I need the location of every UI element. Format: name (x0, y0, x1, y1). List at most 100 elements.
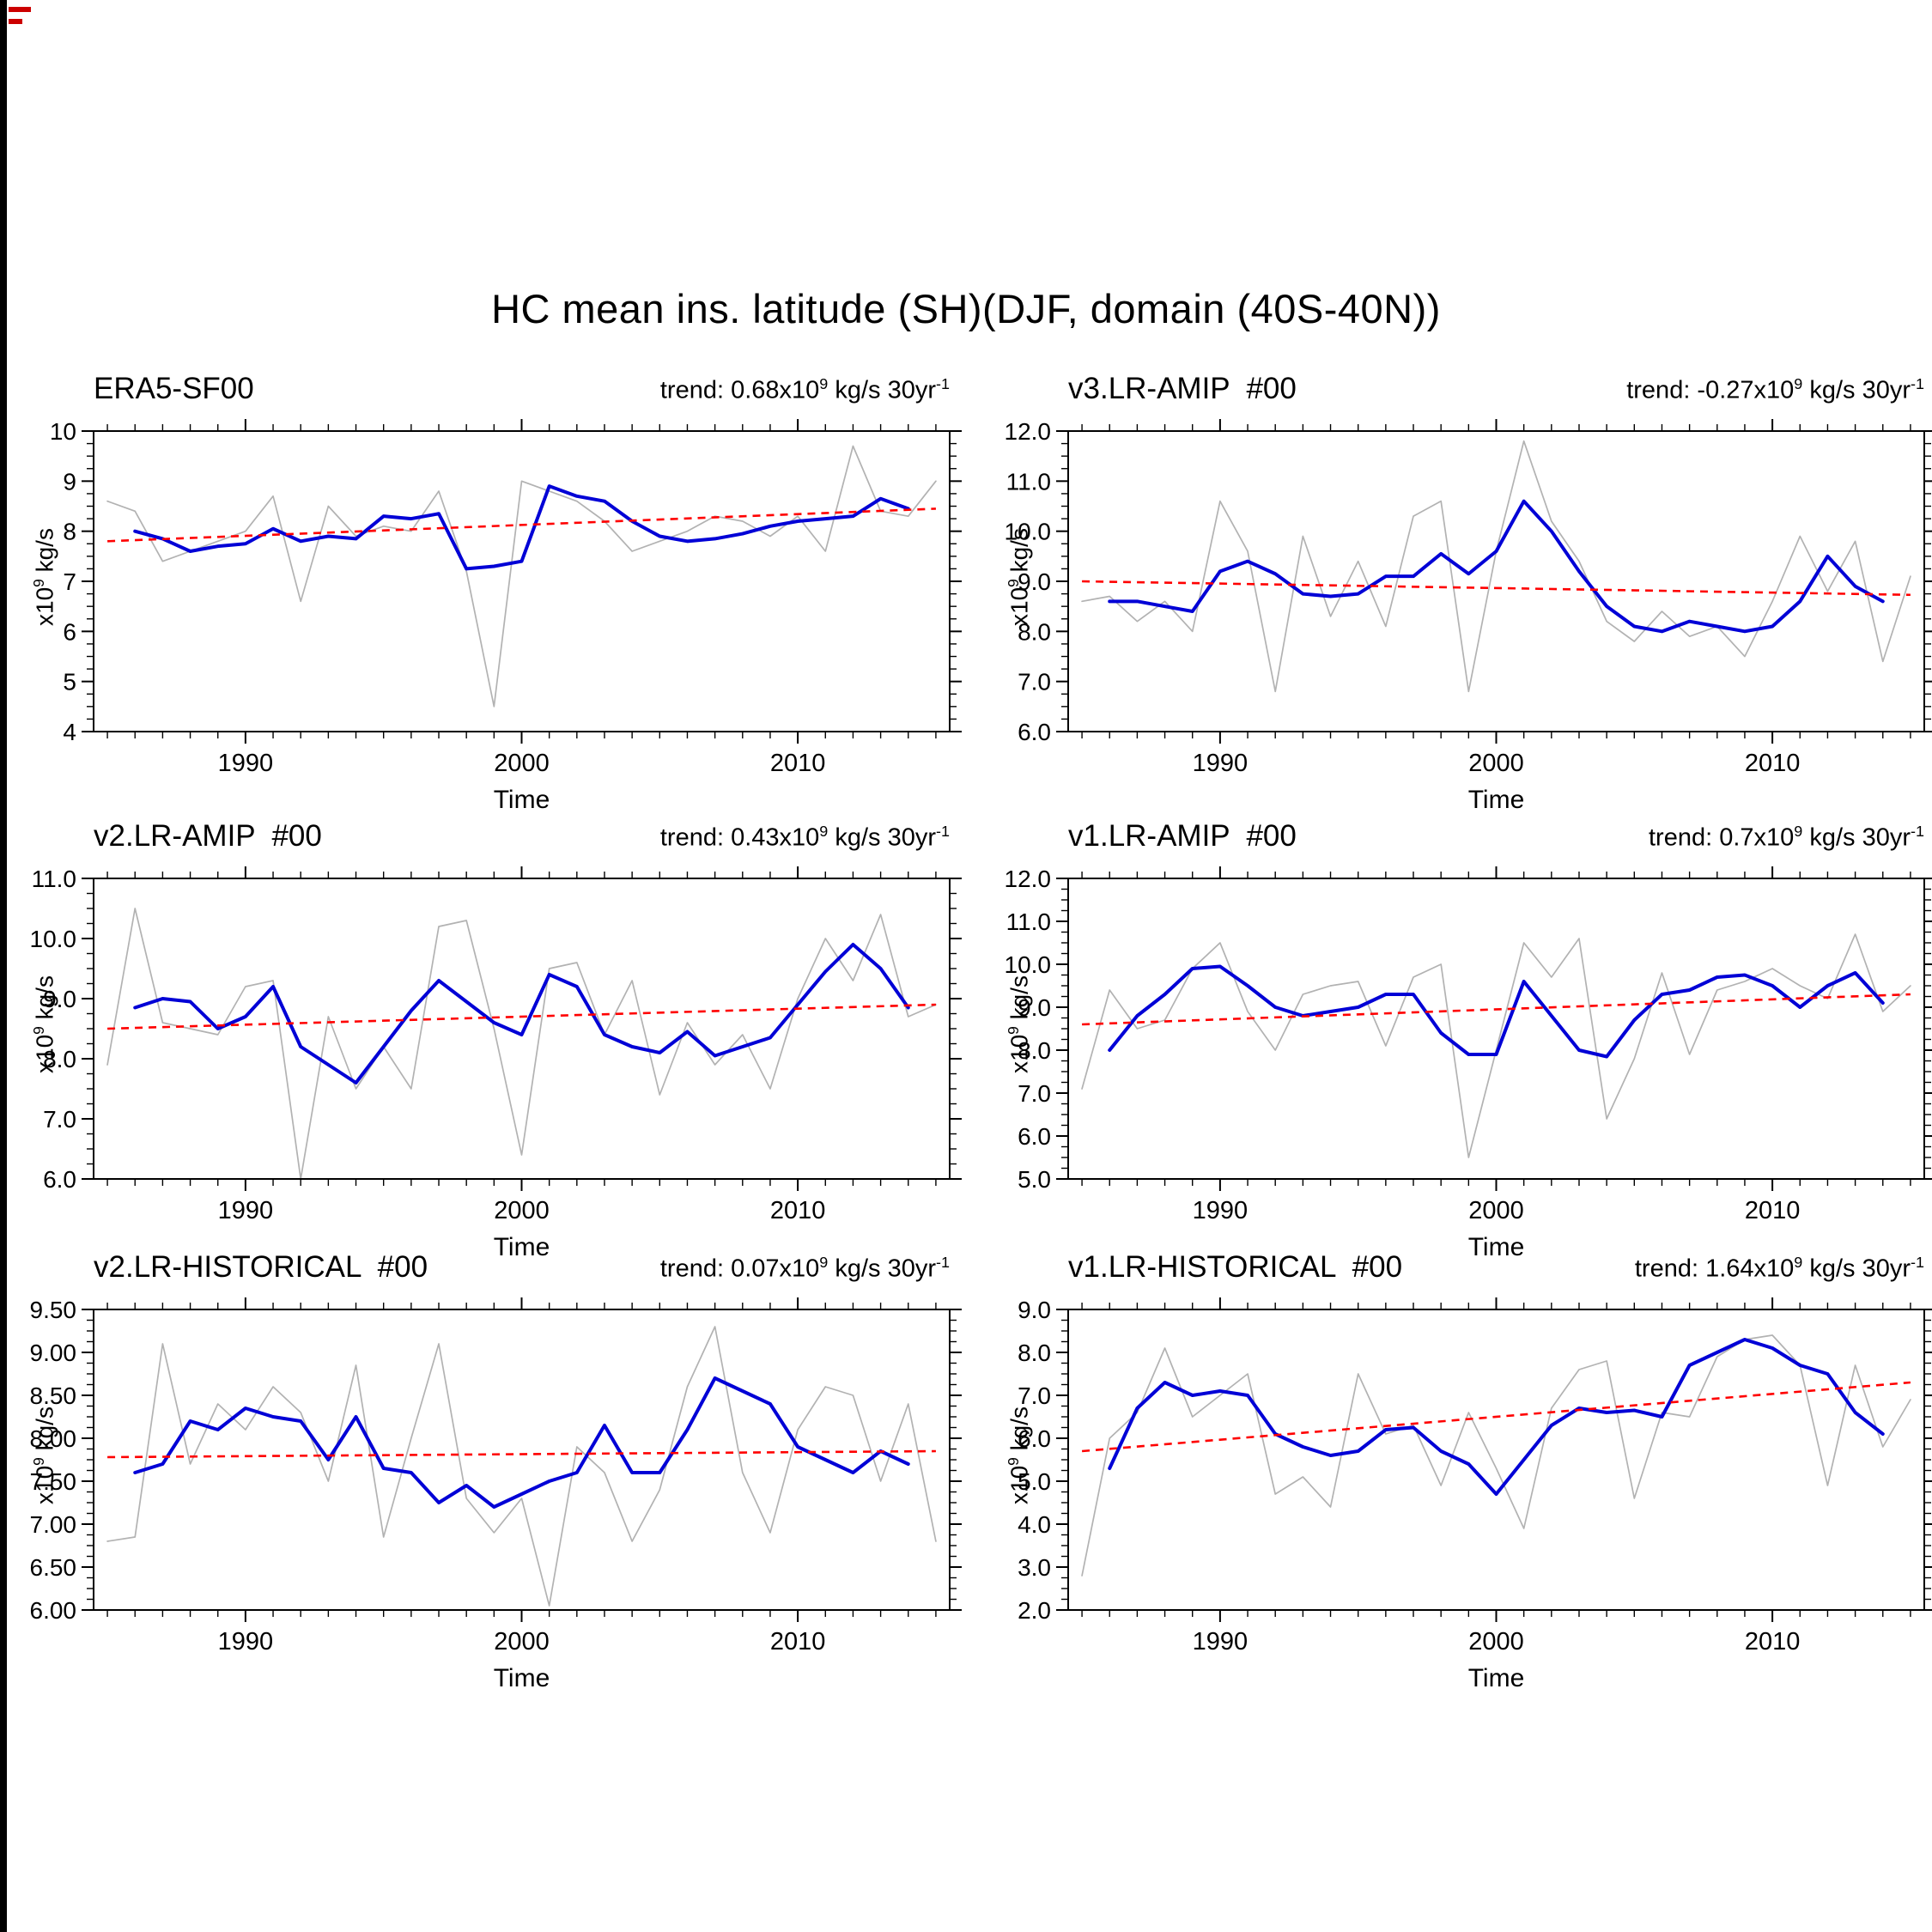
trend-label: trend: 1.64x109 kg/s 30yr-1 (1634, 1254, 1924, 1283)
annual-series-line (106, 445, 937, 708)
trend-label: trend: 0.43x109 kg/s 30yr-1 (659, 823, 950, 852)
x-tick-label: 1990 (1193, 1628, 1249, 1656)
annual-series-line (1081, 1334, 1911, 1577)
plot-frame (1067, 878, 1925, 1180)
y-tick-label: 9.50 (30, 1297, 77, 1323)
trend-line (107, 1449, 936, 1459)
y-tick-label: 6.0 (1018, 1425, 1051, 1452)
x-axis-label: Time (1467, 1664, 1525, 1692)
y-tick-label: 8.0 (1018, 618, 1051, 645)
x-tick-label: 2010 (770, 1628, 826, 1656)
smoothed-series-line (1108, 964, 1885, 1059)
panel-title: v2.LR-AMIP #00 (94, 819, 322, 853)
y-tick-label: 6.50 (30, 1554, 77, 1581)
y-tick-label: 10.0 (1005, 519, 1052, 545)
panel-header: v1.LR-AMIP #00 trend: 0.7x109 kg/s 30yr-… (1068, 819, 1924, 854)
left-edge-bar (0, 0, 7, 1932)
y-tick-label: 10 (50, 418, 76, 445)
plot-frame (93, 430, 951, 732)
smoothed-series-line (133, 484, 910, 571)
annual-series-line (1081, 440, 1911, 693)
x-tick-label: 2000 (1468, 1628, 1524, 1656)
y-tick-label: 12.0 (1005, 866, 1052, 892)
panel-v2lr-historical: v2.LR-HISTORICAL #00 trend: 0.07x109 kg/… (12, 1245, 991, 1726)
y-tick-label: 9.0 (43, 986, 76, 1012)
x-tick-label: 1990 (1193, 750, 1249, 777)
trend-label: trend: -0.27x109 kg/s 30yr-1 (1626, 375, 1924, 404)
x-tick-label: 1990 (218, 750, 274, 777)
panel-title: ERA5-SF00 (94, 372, 254, 405)
x-tick-label: 2010 (1745, 1197, 1801, 1224)
x-axis-label: Time (493, 786, 550, 814)
y-tick-label: 10.0 (1005, 951, 1052, 978)
x-tick-label: 2010 (770, 1197, 826, 1224)
y-tick-label: 9 (63, 468, 76, 495)
x-tick-label: 2010 (1745, 1628, 1801, 1656)
panel-title: v3.LR-AMIP #00 (1068, 372, 1297, 405)
trend-line (1082, 993, 1911, 1026)
x-axis-label: Time (493, 1664, 550, 1692)
plot-area: 6.0 7.0 8.0 9.0 10.0 11.0 1990 2000 2010 (30, 866, 962, 1224)
x-tick-label: 2000 (494, 1197, 550, 1224)
y-tick-label: 7.0 (43, 1106, 76, 1133)
annual-series-line (106, 908, 937, 1180)
y-tick-label: 9.00 (30, 1340, 77, 1366)
corner-mark (9, 19, 22, 24)
plot-area: 2.0 3.0 4.0 5.0 6.0 7.0 8.0 9.0 1990 2000 2010 (1018, 1297, 1932, 1656)
panel-title: v2.LR-HISTORICAL #00 (94, 1250, 428, 1284)
y-tick-label: 7.0 (1018, 669, 1051, 696)
page-title: HC mean ins. latitude (SH)(DJF, domain (… (491, 286, 1441, 331)
y-tick-label: 8.50 (30, 1382, 77, 1409)
trend-line (107, 1003, 936, 1030)
x-tick-label: 2000 (1468, 750, 1524, 777)
y-tick-label: 8.0 (1018, 1340, 1051, 1366)
x-tick-label: 2010 (1745, 750, 1801, 777)
y-tick-label: 7 (63, 568, 76, 595)
panel-title: v1.LR-HISTORICAL #00 (1068, 1250, 1403, 1284)
x-axis-label: Time (493, 1233, 550, 1261)
y-tick-label: 8.0 (1018, 1037, 1051, 1064)
y-tick-label: 7.50 (30, 1468, 77, 1495)
plot-frame (1067, 1309, 1925, 1611)
y-tick-label: 8.0 (43, 1046, 76, 1072)
y-tick-label: 9.0 (1018, 568, 1051, 595)
panel-header: v3.LR-AMIP #00 trend: -0.27x109 kg/s 30y… (1068, 372, 1924, 406)
x-tick-label: 2000 (494, 750, 550, 777)
y-tick-label: 6 (63, 618, 76, 645)
y-tick-label: 10.0 (30, 926, 77, 952)
y-tick-label: 4 (63, 719, 76, 745)
plot-area: 5.0 6.0 7.0 8.0 9.0 10.0 11.0 12.0 1990 2000 2010 (1005, 866, 1932, 1224)
trend-line (1082, 580, 1911, 597)
smoothed-series-line (1108, 1338, 1885, 1496)
panel-title: v1.LR-AMIP #00 (1068, 819, 1297, 853)
y-tick-label: 3.0 (1018, 1554, 1051, 1581)
y-tick-label: 11.0 (1006, 468, 1051, 495)
y-tick-label: 11.0 (32, 866, 76, 892)
y-tick-label: 5 (63, 669, 76, 696)
y-tick-label: 11.0 (1006, 908, 1051, 935)
x-axis-label: Time (1467, 786, 1525, 814)
plot-frame (93, 1309, 951, 1611)
plot-frame (93, 878, 951, 1180)
y-tick-label: 7.0 (1018, 1080, 1051, 1107)
y-tick-label: 6.0 (1018, 719, 1051, 745)
y-tick-label: 12.0 (1005, 418, 1052, 445)
x-tick-label: 2010 (770, 750, 826, 777)
y-tick-label: 8.00 (30, 1425, 77, 1452)
plot-area: 6.00 6.50 7.00 7.50 8.00 8.50 9.00 9.50 1990 2000… (30, 1297, 962, 1656)
x-tick-label: 1990 (218, 1197, 274, 1224)
y-tick-label: 6.0 (1018, 1123, 1051, 1150)
y-tick-label: 8 (63, 519, 76, 545)
plot-area: 4 5 6 7 8 9 10 1990 2000 2010 (50, 418, 962, 777)
y-tick-label: 7.00 (30, 1511, 77, 1538)
y-tick-label: 4.0 (1018, 1511, 1051, 1538)
panel-era5-sf00: ERA5-SF00 trend: 0.68x109 kg/s 30yr-1 x1… (12, 367, 991, 848)
x-tick-label: 2000 (1468, 1197, 1524, 1224)
panel-header: v2.LR-HISTORICAL #00 trend: 0.07x109 kg/… (94, 1250, 950, 1285)
smoothed-series-line (133, 1376, 910, 1509)
y-tick-label: 2.0 (1018, 1597, 1051, 1624)
y-tick-label: 5.0 (1018, 1166, 1051, 1193)
x-tick-label: 1990 (1193, 1197, 1249, 1224)
panel-header: v2.LR-AMIP #00 trend: 0.43x109 kg/s 30yr… (94, 819, 950, 854)
panel-v2lr-amip: v2.LR-AMIP #00 trend: 0.43x109 kg/s 30yr… (12, 814, 991, 1295)
